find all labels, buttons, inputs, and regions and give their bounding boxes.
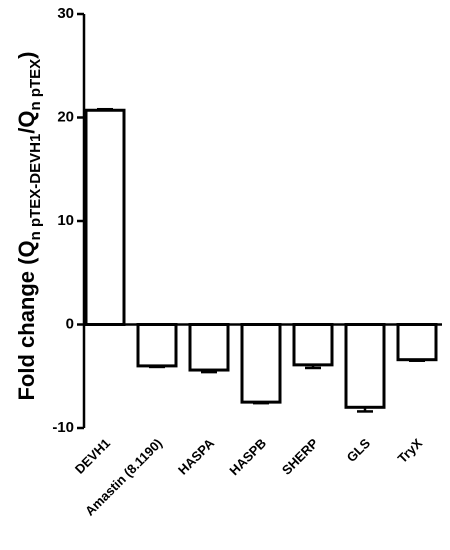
x-tick-label: DEVH1	[72, 436, 113, 477]
bar	[292, 323, 334, 367]
bar	[188, 323, 230, 372]
y-tick-label: -10	[52, 419, 74, 436]
y-label-part: Fold change (Q	[14, 240, 39, 400]
y-tick-label: 10	[57, 212, 74, 229]
y-label-part: /Q	[14, 110, 39, 133]
x-tick-label: HASPA	[175, 435, 218, 478]
bar	[84, 108, 126, 326]
y-axis-label: Fold change (Qn pTEX-DEVH1/Qn pTEX)	[14, 51, 44, 400]
y-label-part: )	[14, 51, 39, 58]
x-tick-label: SHERP	[279, 435, 322, 478]
x-tick-label: TryX	[395, 435, 426, 466]
x-tick-label: HASPB	[226, 436, 269, 479]
x-tick-label: GLS	[344, 435, 374, 465]
y-tick-label: 30	[57, 5, 74, 22]
bar	[136, 323, 178, 368]
y-label-subscript: n pTEX-DEVH1	[27, 134, 44, 241]
bar	[396, 323, 438, 362]
y-tick-label: 20	[57, 108, 74, 125]
y-tick-label: 0	[66, 315, 74, 332]
bar	[344, 323, 386, 409]
y-label-subscript: n pTEX	[27, 59, 44, 111]
bar	[240, 323, 282, 404]
